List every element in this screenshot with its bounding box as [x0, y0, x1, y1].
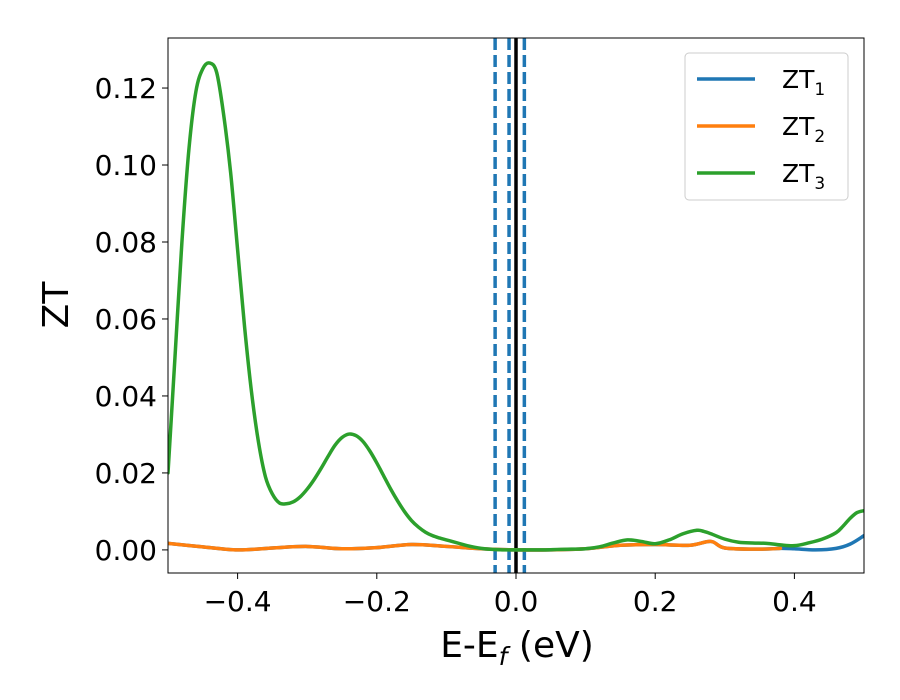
- y-tick-label: 0.04: [95, 380, 157, 413]
- legend-label-zt1: ZT1: [782, 65, 825, 100]
- y-axis-title: ZT: [36, 281, 77, 329]
- series-line-zt3: [168, 61, 864, 552]
- axis-ticks: −0.4 −0.2 0.0 0.2 0.4 0.00 0.02 0.04 0.06 0.08 0.1…: [95, 72, 817, 618]
- y-tick-label: 0.02: [95, 457, 157, 490]
- y-tick-label: 0.00: [95, 534, 157, 567]
- x-tick-label: −0.4: [204, 585, 272, 618]
- x-tick-label: 0.4: [772, 585, 817, 618]
- x-axis-title: E-Ef (eV): [440, 625, 594, 671]
- x-tick-label: −0.2: [343, 585, 411, 618]
- x-tick-label: 0.0: [494, 585, 539, 618]
- legend-label-zt2: ZT2: [782, 112, 825, 147]
- plot-content: [168, 38, 864, 573]
- legend: ZT1 ZT2 ZT3: [684, 52, 849, 201]
- legend-box: [684, 52, 849, 201]
- y-tick-label: 0.10: [95, 149, 157, 182]
- y-tick-label: 0.06: [95, 303, 157, 336]
- y-tick-label: 0.12: [95, 72, 157, 105]
- legend-label-zt3: ZT3: [782, 159, 825, 194]
- y-tick-label: 0.08: [95, 226, 157, 259]
- x-tick-label: 0.2: [633, 585, 678, 618]
